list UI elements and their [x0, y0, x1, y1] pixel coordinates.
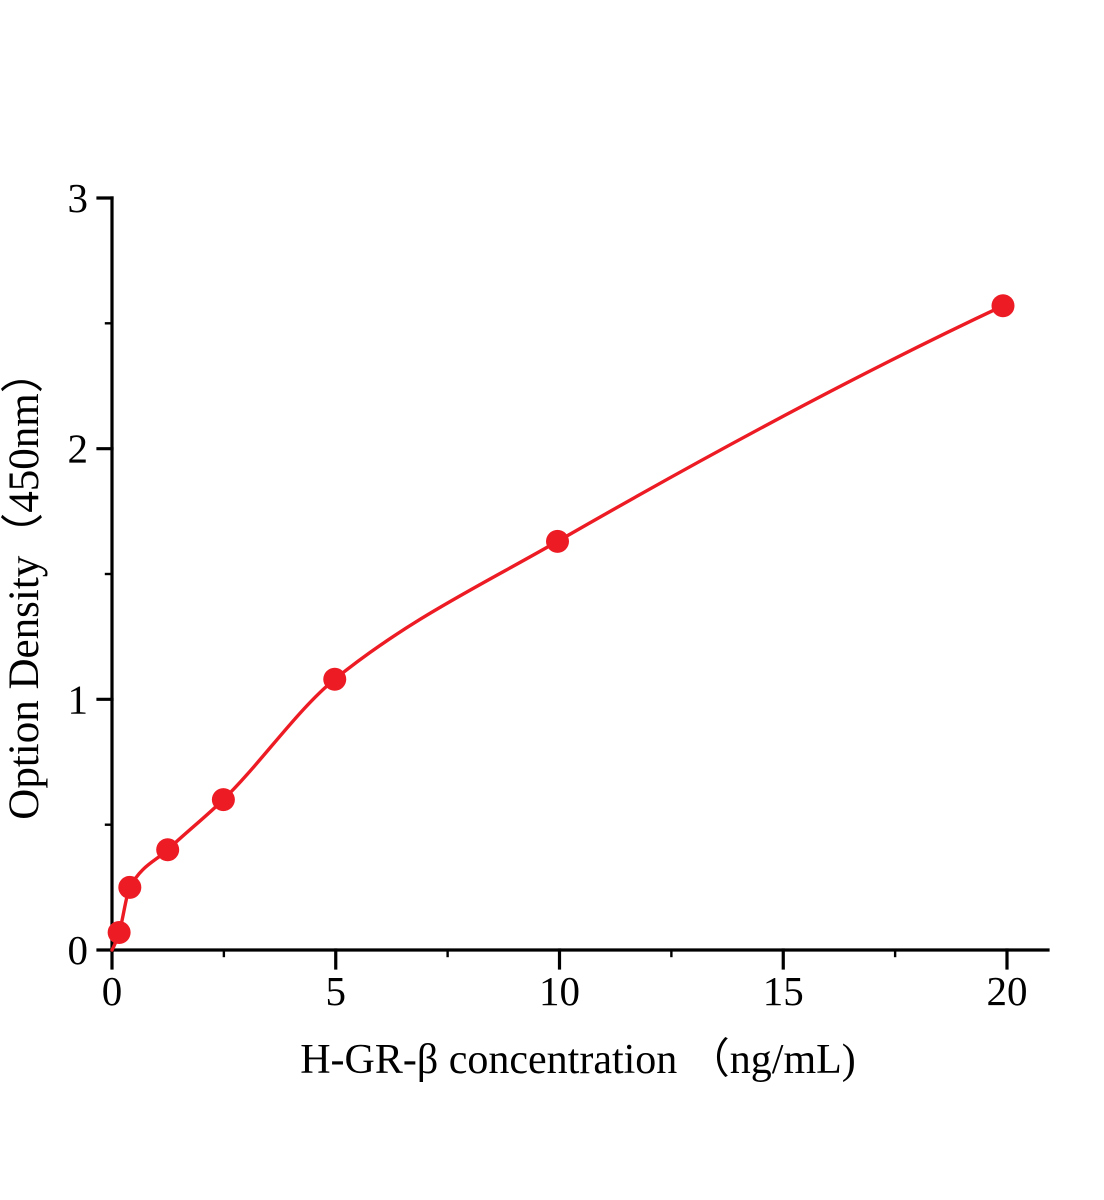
svg-text:10: 10 — [539, 968, 580, 1014]
svg-text:0: 0 — [68, 927, 89, 973]
svg-text:0: 0 — [102, 968, 123, 1014]
svg-text:Option Density（450nm）: Option Density（450nm） — [1, 350, 48, 819]
svg-text:H-GR-β concentration （ng/mL): H-GR-β concentration （ng/mL) — [300, 1037, 856, 1083]
svg-text:5: 5 — [326, 968, 347, 1014]
svg-text:1: 1 — [68, 676, 89, 722]
svg-text:15: 15 — [763, 968, 804, 1014]
svg-text:3: 3 — [68, 175, 89, 221]
svg-text:2: 2 — [68, 426, 89, 472]
svg-text:20: 20 — [987, 968, 1028, 1014]
